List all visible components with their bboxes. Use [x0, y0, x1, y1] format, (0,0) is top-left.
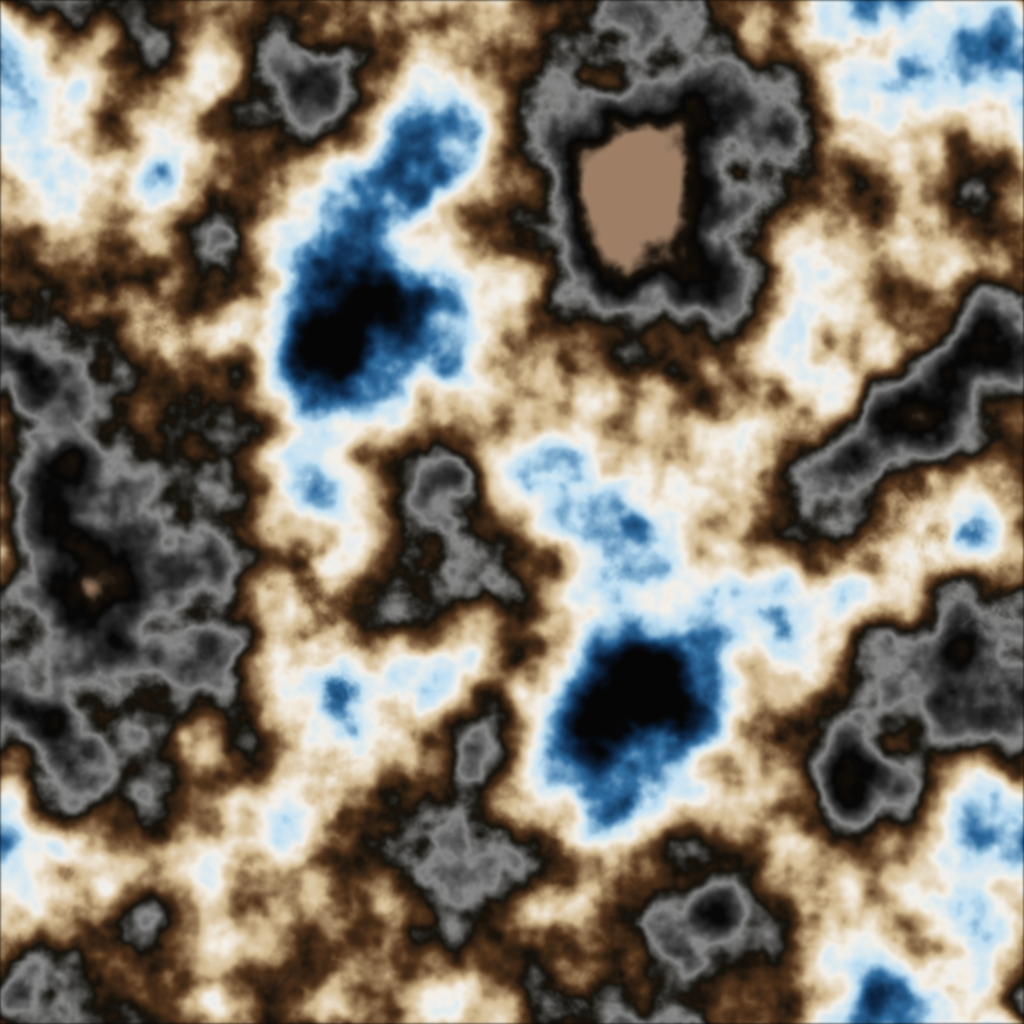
noise-texture-image — [0, 0, 1024, 1024]
noise-texture-canvas — [0, 0, 1024, 1024]
noise-texture-fill — [0, 0, 1024, 1024]
